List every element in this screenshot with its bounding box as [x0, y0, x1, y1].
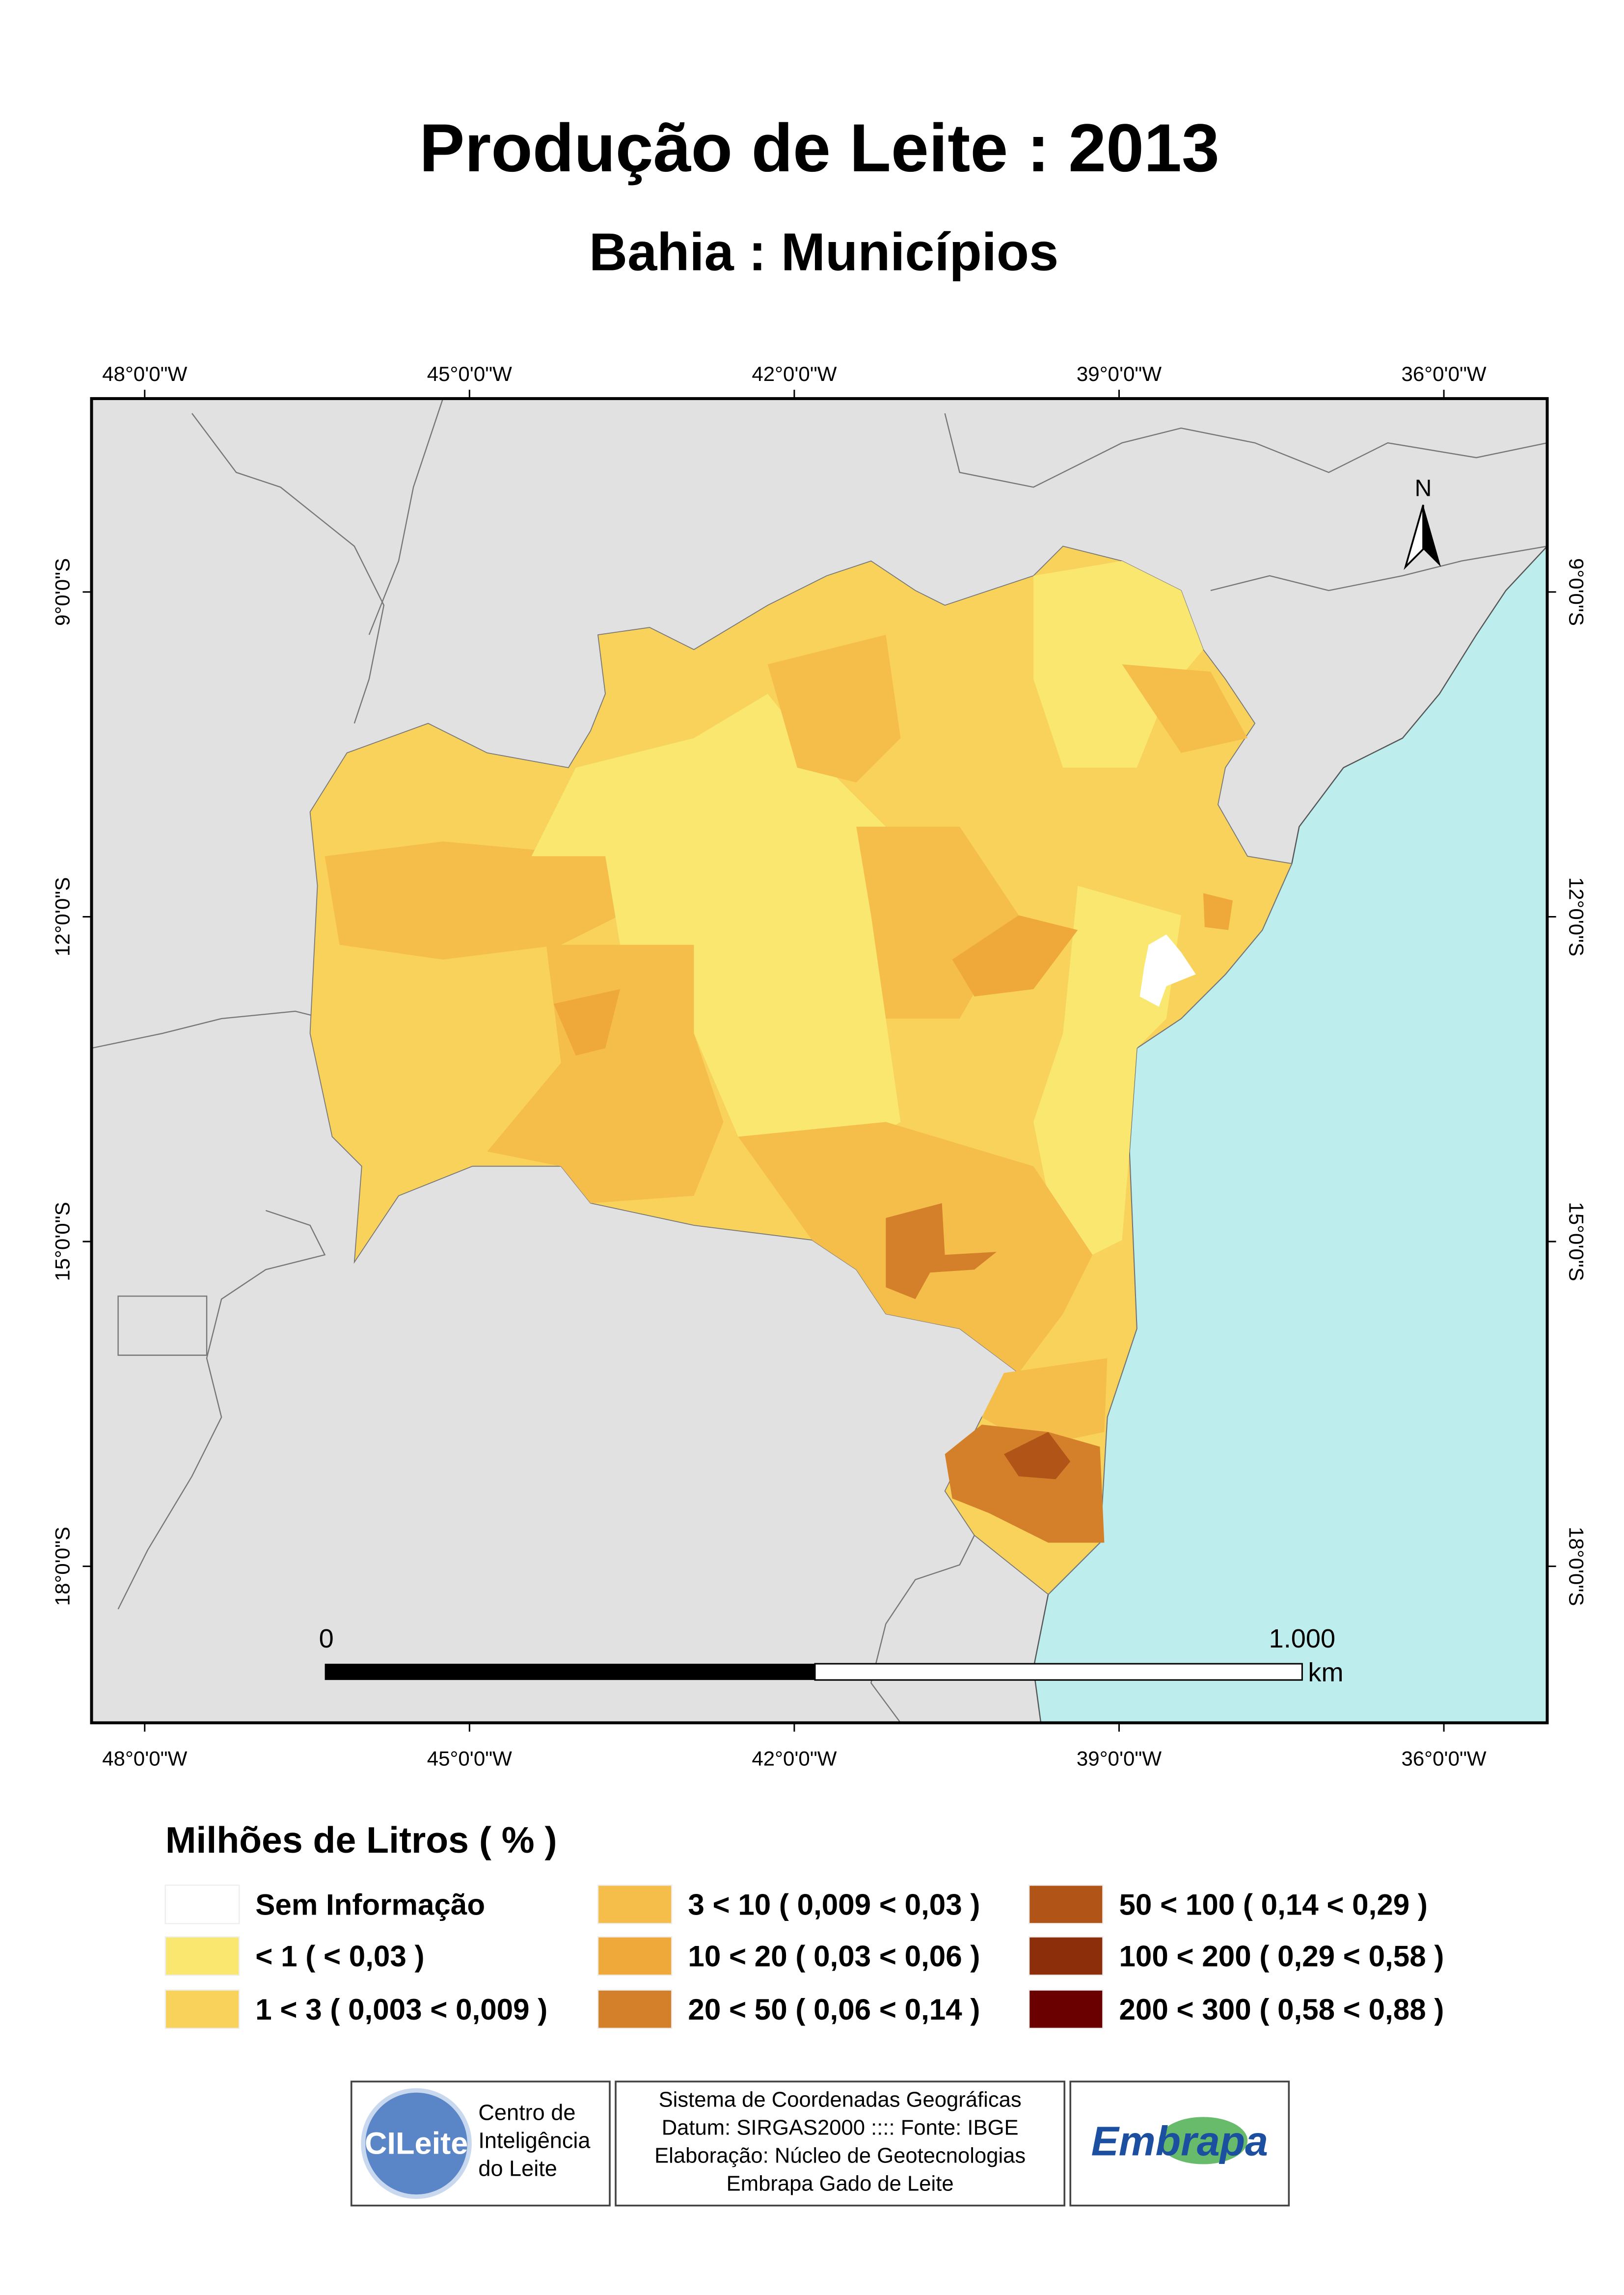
legend-swatch — [597, 1936, 673, 1976]
longitude-label: 48°0'0"W — [102, 362, 187, 385]
latitude-label: 12°0'0"S — [51, 877, 74, 957]
region — [553, 989, 621, 1056]
map-frame: N 0 1.000 km — [90, 397, 1549, 1725]
legend-swatch — [597, 1989, 673, 2029]
region — [1033, 561, 1203, 768]
scale-end: 1.000 — [1269, 1624, 1335, 1653]
info-line: Embrapa Gado de Leite — [727, 2172, 954, 2196]
legend-swatch — [1028, 1884, 1104, 1924]
logo-badge: CILeite — [365, 2127, 468, 2161]
legend-label: 200 < 300 ( 0,58 < 0,88 ) — [1119, 1993, 1444, 2026]
north-label: N — [1415, 475, 1432, 501]
legend-label: 100 < 200 ( 0,29 < 0,58 ) — [1119, 1940, 1444, 1973]
legend-swatch — [164, 1884, 240, 1924]
longitude-label: 36°0'0"W — [1401, 1747, 1486, 1770]
info-line: Elaboração: Núcleo de Geotecnologias — [654, 2144, 1026, 2168]
legend-label: 20 < 50 ( 0,06 < 0,14 ) — [688, 1993, 980, 2026]
logo-circle — [361, 2088, 472, 2199]
latitude-label: 15°0'0"S — [51, 1202, 74, 1281]
region — [325, 841, 621, 960]
legend-label: 10 < 20 ( 0,03 < 0,06 ) — [688, 1940, 980, 1973]
legend-label: 50 < 100 ( 0,14 < 0,29 ) — [1119, 1888, 1427, 1921]
scale-start: 0 — [319, 1624, 334, 1653]
longitude-label: 45°0'0"W — [427, 362, 512, 385]
region — [487, 945, 724, 1203]
longitude-label: 45°0'0"W — [427, 1747, 512, 1770]
region — [952, 915, 1078, 997]
info-line: Datum: SIRGAS2000 :::: Fonte: IBGE — [662, 2116, 1019, 2139]
state-borders — [91, 398, 1547, 1723]
north-arrow: N — [1404, 475, 1441, 570]
region — [1003, 1431, 1071, 1480]
legend-label: 3 < 10 ( 0,009 < 0,03 ) — [688, 1888, 980, 1921]
legend: Sem Informação < 1 ( < 0,03 ) 1 < 3 ( 0,00… — [164, 1884, 1444, 2029]
legend-title: Milhões de Litros ( % ) — [165, 1819, 557, 1861]
region — [1139, 934, 1196, 1007]
map-border — [90, 397, 1549, 1725]
scale-unit: km — [1308, 1658, 1343, 1687]
legend-swatch — [164, 1936, 240, 1976]
latitude-label: 18°0'0"S — [51, 1527, 74, 1606]
subtitle: Bahia : Municípios — [589, 222, 1058, 281]
logo-text: Centro de — [478, 2100, 575, 2125]
region — [767, 635, 901, 783]
info-line: Sistema de Coordenadas Geográficas — [659, 2088, 1022, 2111]
region — [531, 694, 916, 1166]
legend-swatch — [1028, 1989, 1104, 2029]
longitude-label: 42°0'0"W — [752, 362, 837, 385]
longitude-label: 36°0'0"W — [1401, 362, 1486, 385]
latitude-label: 18°0'0"S — [1565, 1527, 1588, 1606]
latitude-label: 12°0'0"S — [1565, 877, 1588, 957]
latitude-label: 15°0'0"S — [1565, 1202, 1588, 1281]
legend-label: < 1 ( < 0,03 ) — [255, 1940, 424, 1973]
legend-label: 1 < 3 ( 0,003 < 0,009 ) — [255, 1993, 547, 2026]
longitude-label: 42°0'0"W — [752, 1747, 837, 1770]
legend-label: Sem Informação — [255, 1888, 485, 1921]
longitude-label: 48°0'0"W — [102, 1747, 187, 1770]
latitude-label: 9°0'0"S — [1565, 558, 1588, 626]
logo-text: Inteligência — [478, 2128, 591, 2153]
region — [1122, 664, 1248, 753]
logo-text: do Leite — [478, 2156, 557, 2181]
legend-swatch — [1028, 1936, 1104, 1976]
legend-swatch — [164, 1989, 240, 2029]
region — [981, 1358, 1108, 1447]
scale-bar: 0 1.000 km — [319, 1624, 1344, 1687]
legend-swatch — [597, 1884, 673, 1924]
longitude-label: 39°0'0"W — [1077, 362, 1162, 385]
latitude-label: 9°0'0"S — [51, 558, 74, 626]
longitude-label: 39°0'0"W — [1077, 1747, 1162, 1770]
region — [886, 1203, 997, 1299]
title: Produção de Leite : 2013 — [419, 110, 1219, 186]
region — [1203, 893, 1233, 930]
footer: CILeite Centro de Inteligência do Leite … — [350, 2080, 1290, 2207]
embrapa-logo: Embrapa — [1091, 2118, 1268, 2164]
